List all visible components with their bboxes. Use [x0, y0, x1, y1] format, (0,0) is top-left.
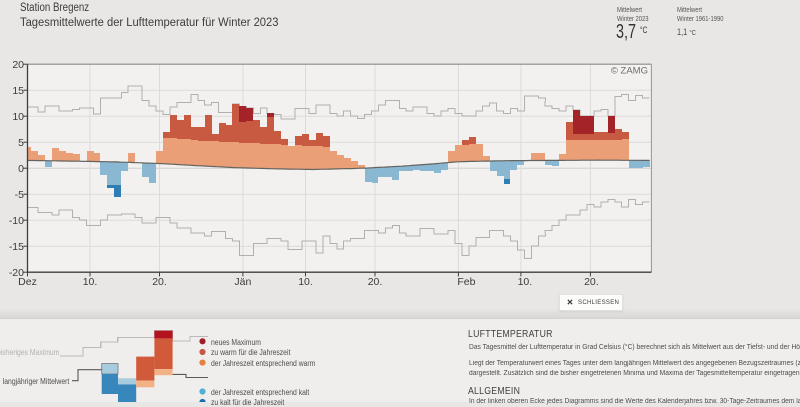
svg-text:20.: 20.: [368, 276, 383, 288]
svg-text:20.: 20.: [152, 276, 167, 288]
svg-text:10.: 10.: [298, 276, 313, 288]
svg-text:20.: 20.: [584, 276, 599, 288]
svg-text:-5: -5: [15, 189, 24, 201]
svg-text:-15: -15: [9, 241, 24, 253]
svg-text:10.: 10.: [83, 276, 98, 288]
svg-text:5: 5: [18, 137, 24, 149]
svg-text:© ZAMG: © ZAMG: [611, 66, 648, 77]
svg-text:-20: -20: [9, 267, 24, 279]
svg-text:15: 15: [12, 85, 24, 97]
svg-text:Jän: Jän: [234, 276, 251, 288]
svg-text:0: 0: [18, 163, 24, 175]
svg-text:Dez: Dez: [18, 276, 37, 288]
svg-text:10.: 10.: [518, 276, 533, 288]
svg-text:20: 20: [12, 59, 24, 71]
svg-text:10: 10: [12, 111, 24, 123]
svg-text:-10: -10: [9, 215, 24, 227]
svg-text:Feb: Feb: [457, 276, 475, 288]
